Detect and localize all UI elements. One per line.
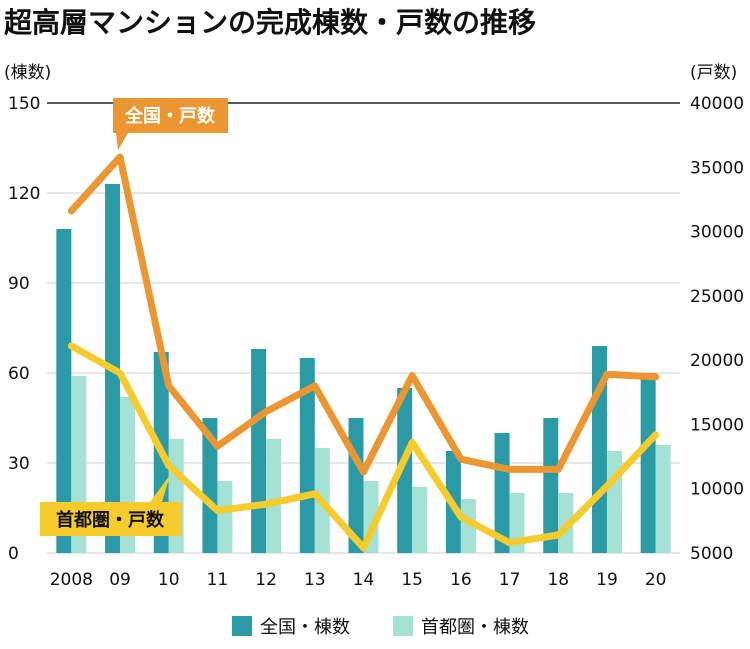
x-tick-label: 09 xyxy=(109,570,131,590)
right-tick-label: 5000 xyxy=(690,544,733,564)
callout-national-households-label: 全国・戸数 xyxy=(124,105,216,127)
bar-metro-19 xyxy=(606,451,622,553)
bar-metro-12 xyxy=(266,439,282,553)
bar-national-18 xyxy=(543,418,559,553)
x-tick-label: 13 xyxy=(304,570,326,590)
right-axis-label: (戸数) xyxy=(690,63,737,83)
x-tick-label: 10 xyxy=(158,570,180,590)
bar-metro-20 xyxy=(655,445,671,553)
x-tick-label: 18 xyxy=(547,570,569,590)
legend: 全国・棟数 首都圏・棟数 xyxy=(232,616,529,638)
bar-metro-15 xyxy=(412,487,428,553)
x-axis-ticks: 2008 09 10 11 12 13 14 15 16 17 18 19 20 xyxy=(50,570,667,590)
left-tick-label: 0 xyxy=(8,544,19,564)
chart-title: 超高層マンションの完成棟数・戸数の推移 xyxy=(4,6,536,39)
right-tick-label: 40000 xyxy=(690,94,744,114)
right-tick-label: 10000 xyxy=(690,480,744,500)
left-axis-label: (棟数) xyxy=(4,63,51,83)
lines xyxy=(67,153,660,552)
callout-metro-households-label: 首都圏・戸数 xyxy=(56,509,165,531)
bar-national-15 xyxy=(397,388,413,553)
bars xyxy=(56,184,671,553)
bar-national-17 xyxy=(494,433,510,553)
bar-national-13 xyxy=(299,358,315,553)
line-metro-households xyxy=(67,342,660,552)
x-tick-label: 15 xyxy=(401,570,423,590)
x-tick-label: 14 xyxy=(353,570,375,590)
left-tick-label: 120 xyxy=(8,184,40,204)
right-tick-label: 20000 xyxy=(690,351,744,371)
left-tick-label: 90 xyxy=(8,274,30,294)
legend-swatch-metro xyxy=(393,616,413,636)
callout-national-households: 全国・戸数 xyxy=(113,98,228,150)
callout-metro-households: 首都圏・戸数 xyxy=(40,475,182,536)
bar-metro-16 xyxy=(460,499,476,553)
left-tick-label: 60 xyxy=(8,364,30,384)
bar-metro-11 xyxy=(217,481,233,553)
right-axis-ticks: 5000 10000 15000 20000 25000 30000 35000 40000 xyxy=(690,94,744,564)
left-axis-ticks: 0 30 60 90 120 150 xyxy=(8,94,40,564)
bar-national-11 xyxy=(202,418,218,553)
left-tick-label: 150 xyxy=(8,94,40,114)
legend-label-national: 全国・棟数 xyxy=(260,617,350,638)
right-tick-label: 30000 xyxy=(690,223,744,243)
legend-label-metro: 首都圏・棟数 xyxy=(421,617,529,638)
bar-national-20 xyxy=(640,373,656,553)
right-tick-label: 15000 xyxy=(690,415,744,435)
x-tick-label: 2008 xyxy=(50,570,93,590)
left-tick-label: 30 xyxy=(8,454,30,474)
x-tick-label: 20 xyxy=(645,570,667,590)
bar-national-12 xyxy=(251,349,267,553)
line-national-households xyxy=(67,153,660,476)
legend-swatch-national xyxy=(232,616,252,636)
right-tick-label: 35000 xyxy=(690,158,744,178)
x-tick-label: 11 xyxy=(207,570,229,590)
x-tick-label: 16 xyxy=(450,570,472,590)
x-tick-label: 12 xyxy=(255,570,277,590)
bar-national-2008 xyxy=(56,229,72,553)
x-tick-label: 17 xyxy=(499,570,521,590)
right-tick-label: 25000 xyxy=(690,287,744,307)
x-tick-label: 19 xyxy=(596,570,618,590)
